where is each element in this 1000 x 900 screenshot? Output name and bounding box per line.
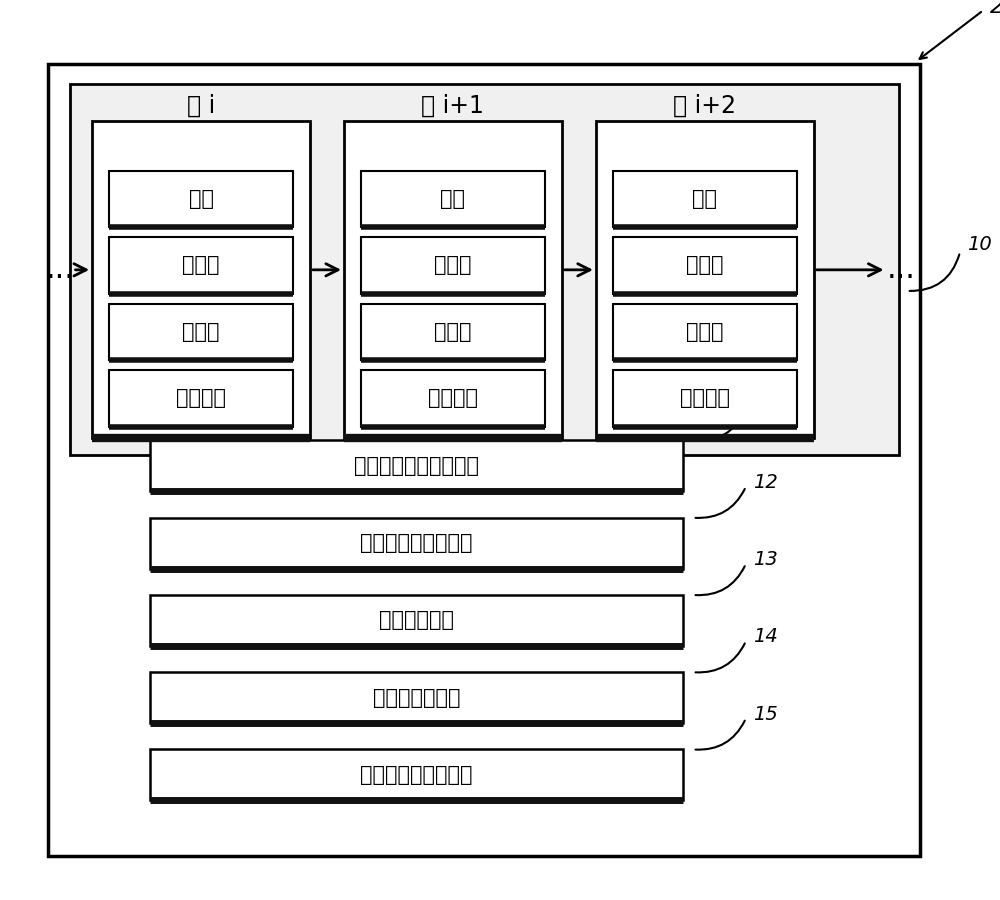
Text: 基因组信息存储模块: 基因组信息存储模块 — [360, 533, 473, 554]
Text: 块 i: 块 i — [187, 94, 215, 118]
Text: 基因组信息搜索模块: 基因组信息搜索模块 — [360, 765, 473, 785]
Text: 哈希: 哈希 — [440, 189, 465, 209]
Text: 时间戳: 时间戳 — [686, 322, 724, 342]
Bar — [150, 750, 683, 800]
Bar — [361, 237, 545, 293]
Bar — [109, 303, 293, 360]
Bar — [109, 237, 293, 293]
Text: 11: 11 — [753, 396, 778, 415]
Text: 12: 12 — [753, 473, 778, 492]
Bar — [92, 121, 310, 438]
Bar — [596, 121, 814, 438]
Text: 时间戳: 时间戳 — [182, 322, 220, 342]
Bar — [70, 84, 899, 455]
Text: 随机数: 随机数 — [434, 256, 472, 275]
Text: ...: ... — [46, 256, 75, 284]
Text: 随机数: 随机数 — [686, 256, 724, 275]
Text: 10: 10 — [967, 236, 992, 255]
Bar — [613, 303, 797, 360]
Bar — [150, 595, 683, 646]
Text: 时间戳: 时间戳 — [434, 322, 472, 342]
Bar — [361, 303, 545, 360]
Bar — [613, 171, 797, 228]
Text: 交易发送模块: 交易发送模块 — [379, 610, 454, 630]
Bar — [361, 370, 545, 427]
Text: 前一哈希: 前一哈希 — [680, 389, 730, 409]
Text: 2: 2 — [990, 0, 1000, 17]
Text: 哈希: 哈希 — [692, 189, 717, 209]
Bar — [613, 237, 797, 293]
Bar — [344, 121, 562, 438]
Text: 哈希: 哈希 — [189, 189, 214, 209]
Bar — [109, 370, 293, 427]
Text: 块 i+1: 块 i+1 — [421, 94, 484, 118]
Bar — [150, 672, 683, 723]
Bar — [361, 171, 545, 228]
Bar — [613, 370, 797, 427]
Text: 15: 15 — [753, 705, 778, 724]
Bar — [109, 171, 293, 228]
Text: 区块链执行模块: 区块链执行模块 — [373, 688, 460, 707]
Bar — [150, 518, 683, 569]
Text: 前一哈希: 前一哈希 — [176, 389, 226, 409]
Text: 节点位置信息存储模块: 节点位置信息存储模块 — [354, 456, 479, 476]
Text: 随机数: 随机数 — [182, 256, 220, 275]
Text: 块 i+2: 块 i+2 — [673, 94, 736, 118]
Text: ...: ... — [887, 256, 915, 284]
Text: 前一哈希: 前一哈希 — [428, 389, 478, 409]
Text: 13: 13 — [753, 550, 778, 569]
Bar — [150, 440, 683, 491]
Text: 14: 14 — [753, 627, 778, 646]
